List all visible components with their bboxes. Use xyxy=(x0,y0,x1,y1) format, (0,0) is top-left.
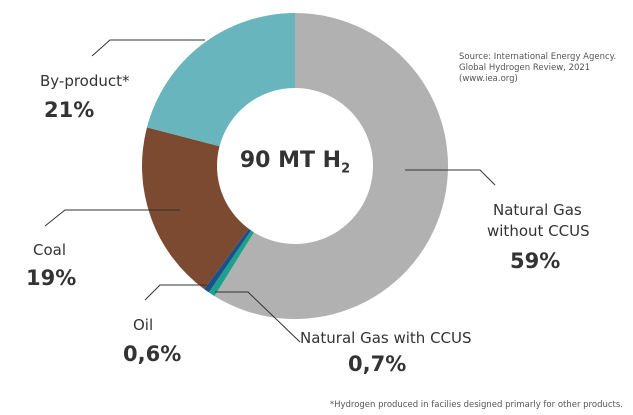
value-oil: 0,6% xyxy=(123,342,182,366)
slice-coal xyxy=(142,127,249,290)
leader-line-ng-ccus xyxy=(215,291,301,343)
value-coal: 19% xyxy=(26,266,77,290)
leader-line-coal xyxy=(44,209,180,227)
slice-natural-gas-with-ccus xyxy=(208,230,254,297)
label-by-product: By-product* xyxy=(40,72,130,90)
slice-by-product xyxy=(146,13,295,147)
source-line: (www.iea.org) xyxy=(459,74,518,84)
label-ng-ccus: Natural Gas with CCUS xyxy=(300,329,472,347)
leader-line-ng-no-ccus xyxy=(405,169,496,186)
slice-oil xyxy=(204,228,252,293)
label-coal: Coal xyxy=(33,241,67,259)
footnote: *Hydrogen produced in facilies designed … xyxy=(329,400,623,410)
label-ng-no-ccus-2: without CCUS xyxy=(487,222,590,240)
leader-line-by-product xyxy=(91,39,205,57)
value-ng-no-ccus: 59% xyxy=(510,249,561,273)
slice-natural-gas-without-ccus xyxy=(214,13,449,319)
source-line: Global Hydrogen Review, 2021 xyxy=(459,63,591,73)
leader-line-oil xyxy=(144,284,207,301)
center-label: 90 MT H2 xyxy=(239,148,351,177)
label-oil: Oil xyxy=(133,316,154,334)
value-ng-ccus: 0,7% xyxy=(348,352,407,376)
source-line: Source: International Energy Agency. xyxy=(459,52,617,62)
label-ng-no-ccus-1: Natural Gas xyxy=(493,201,582,219)
source-note: Source: International Energy Agency. Glo… xyxy=(459,52,616,85)
value-by-product: 21% xyxy=(44,98,95,122)
